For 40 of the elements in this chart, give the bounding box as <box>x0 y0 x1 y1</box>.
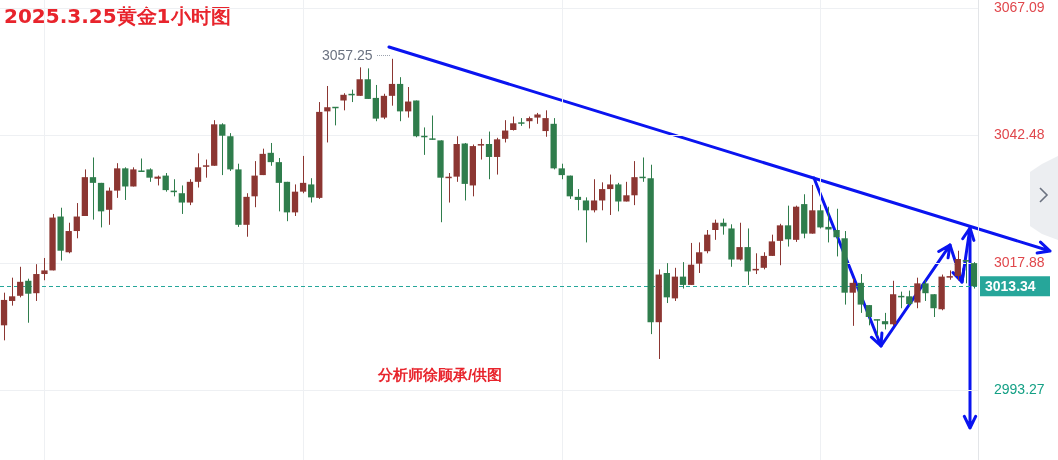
candlestick <box>518 117 525 127</box>
candlestick <box>833 208 840 257</box>
candlestick <box>33 263 40 302</box>
candlestick <box>542 109 549 138</box>
candlestick <box>57 207 64 262</box>
y-tick-label: 3042.48 <box>994 126 1045 143</box>
y-tick-label: 3017.88 <box>994 253 1045 270</box>
y-tick-label: 3067.09 <box>994 0 1045 15</box>
candlestick <box>817 204 824 229</box>
candlestick <box>235 163 242 228</box>
candlestick <box>744 227 751 286</box>
candlestick <box>736 222 743 262</box>
candlestick <box>873 319 881 337</box>
candlestick <box>49 213 56 271</box>
ref-line-label: 3013.34 <box>985 278 1036 295</box>
candlestick <box>623 181 630 203</box>
candlestick <box>251 160 258 208</box>
candlestick <box>841 230 848 306</box>
candlestick <box>154 175 161 186</box>
candlestick <box>930 293 937 318</box>
candlestick <box>130 166 137 187</box>
candlestick <box>728 223 735 268</box>
candlestick <box>41 257 48 281</box>
annotation: 分析师徐顾承/供图 <box>378 366 503 385</box>
candlestick <box>534 112 541 125</box>
annotation: 3057.25 <box>322 47 373 63</box>
candlestick <box>429 115 436 141</box>
candlestick <box>227 132 234 172</box>
candlestick <box>914 277 921 309</box>
candlestick <box>202 159 210 179</box>
y-tick-label: 2993.27 <box>994 381 1045 398</box>
candlestick <box>477 138 485 161</box>
candlestick <box>526 116 533 129</box>
candlestick <box>631 160 638 206</box>
candlestick <box>962 259 970 284</box>
candlestick <box>437 139 444 223</box>
candlestick <box>922 279 929 302</box>
candlestick <box>243 192 250 238</box>
candlestick <box>938 274 945 311</box>
candlestick <box>946 269 953 281</box>
